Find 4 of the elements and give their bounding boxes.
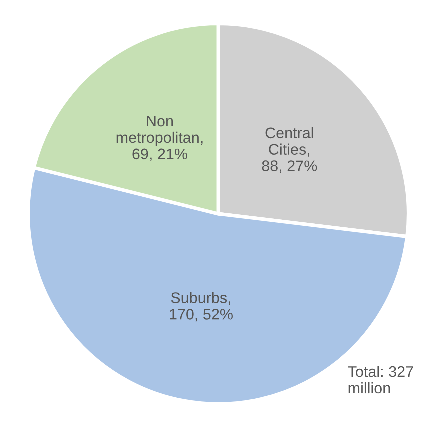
slice-label: Suburbs, 170, 52% (170, 292, 233, 322)
text: Total: 327 million (348, 366, 414, 394)
slice-label: Non metropolitan, 69, 21% (116, 116, 203, 162)
slice-label: Central Cities, 88, 27% (262, 127, 318, 174)
